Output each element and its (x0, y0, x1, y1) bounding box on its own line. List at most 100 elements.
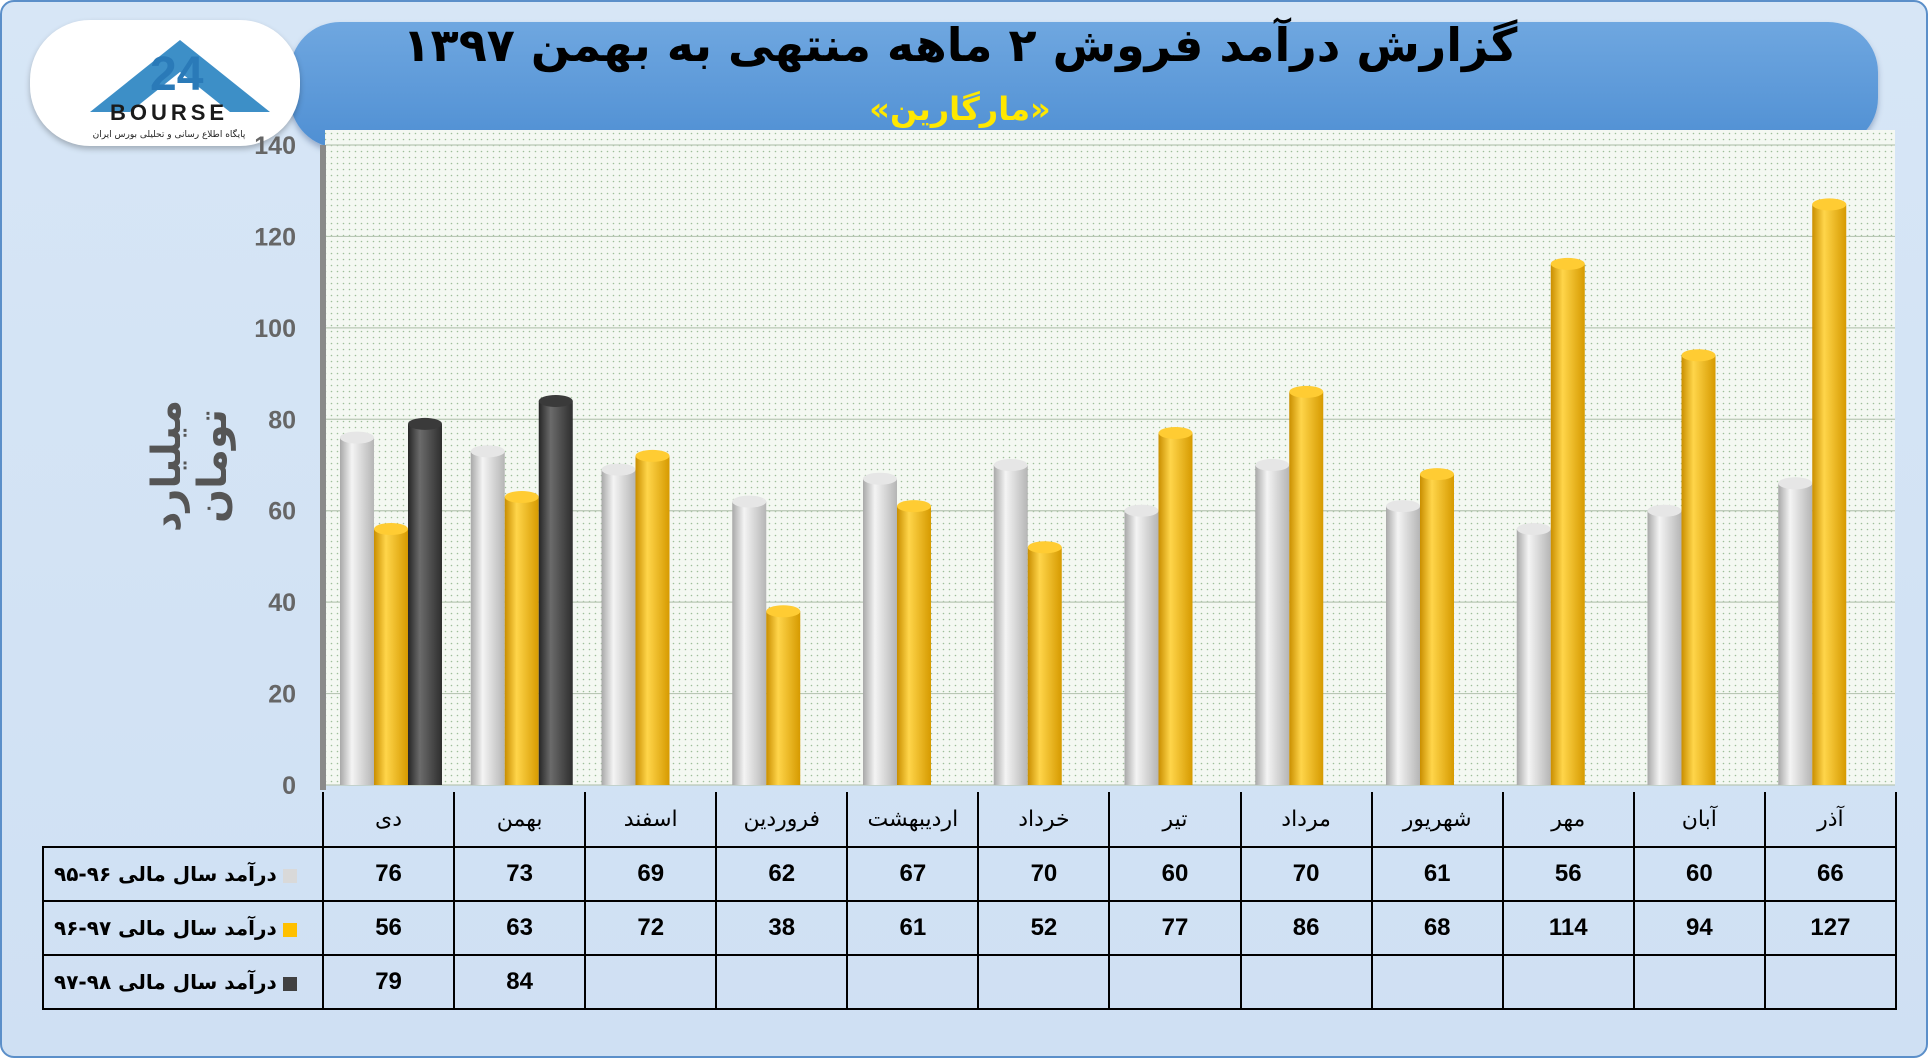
bar-cap (897, 500, 931, 513)
data-label: 60 (1108, 846, 1242, 902)
data-label: 63 (453, 900, 587, 956)
category-label: خرداد (977, 792, 1111, 848)
series-name: درآمد سال مالی ۹۷-۹۶ (42, 900, 324, 956)
data-label: 66 (1763, 846, 1897, 902)
bar-cap (1124, 504, 1159, 517)
bar-1 (601, 469, 636, 785)
bar-2 (1420, 474, 1454, 785)
bar-1 (340, 437, 374, 785)
data-label (584, 954, 718, 1010)
data-label (1370, 954, 1504, 1010)
bar-cap (1158, 427, 1193, 439)
category-label: بهمن (453, 792, 587, 848)
bar-2 (635, 455, 670, 785)
series-row: درآمد سال مالی ۹۶-۹۵ 76 73 69 62 67 70 60 70 61 56… (42, 846, 1897, 902)
data-label: 127 (1763, 900, 1897, 956)
data-label (1108, 954, 1242, 1010)
data-label: 73 (453, 846, 587, 902)
data-label (1501, 954, 1635, 1010)
bar-cap (340, 431, 374, 444)
data-label: 84 (453, 954, 587, 1010)
bar-cap (504, 491, 539, 503)
bar-1 (1516, 529, 1551, 785)
bar-1 (1647, 510, 1682, 785)
data-label (1763, 954, 1897, 1010)
category-label: اردیبهشت (846, 792, 980, 848)
data-label: 77 (1108, 900, 1242, 956)
category-label: تیر (1108, 792, 1242, 848)
data-label: 69 (584, 846, 718, 902)
bar-2 (897, 506, 931, 785)
bar-cap (1386, 500, 1420, 513)
bar-cap (1647, 504, 1682, 517)
bar-2 (1812, 204, 1847, 785)
bar-cap (766, 605, 801, 618)
logo-tagline: پایگاه اطلاع رسانی و تحلیلی بورس ایران (92, 130, 246, 140)
bar-cap (993, 459, 1028, 471)
series-name: درآمد سال مالی ۹۸-۹۷ (42, 954, 324, 1010)
data-label (1239, 954, 1373, 1010)
bar-cap (1681, 349, 1716, 362)
y-axis-wall (320, 145, 326, 790)
y-tick-label: 0 (282, 772, 296, 800)
y-tick-label: 60 (268, 498, 296, 526)
data-label: 70 (977, 846, 1111, 902)
data-label: 114 (1501, 900, 1635, 956)
bar-1 (1124, 510, 1159, 785)
category-label: آذر (1763, 792, 1897, 848)
data-label: 70 (1239, 846, 1373, 902)
bar-cap (601, 463, 636, 476)
y-tick-label: 120 (254, 223, 296, 251)
category-label: دی (321, 792, 456, 848)
category-label: آبان (1632, 792, 1766, 848)
bar-2 (1550, 263, 1585, 785)
data-label: 62 (715, 846, 849, 902)
bar-2 (504, 497, 539, 785)
category-label: فروردین (715, 792, 849, 848)
bar-cap (1778, 477, 1813, 490)
category-label: اسفند (584, 792, 718, 848)
data-label: 76 (321, 846, 456, 902)
data-label (1632, 954, 1766, 1010)
data-label: 52 (977, 900, 1111, 956)
data-label: 79 (321, 954, 456, 1010)
bar-cap (538, 395, 573, 407)
category-label: مرداد (1239, 792, 1373, 848)
data-label: 72 (584, 900, 718, 956)
data-table: دی بهمن اسفند فروردین اردیبهشت خرداد تیر مرداد ش… (42, 792, 1897, 1010)
bar-3 (408, 423, 442, 785)
plot-area (325, 130, 1895, 785)
bar-1 (1386, 506, 1420, 785)
bar-cap (1420, 468, 1454, 481)
bar-1 (470, 451, 505, 785)
series-name: درآمد سال مالی ۹۶-۹۵ (42, 846, 324, 902)
data-label (846, 954, 980, 1010)
legend-label: درآمد سال مالی ۹۸-۹۷ (54, 970, 277, 994)
bar-2 (1289, 391, 1324, 785)
legend-label: درآمد سال مالی ۹۶-۹۵ (54, 862, 277, 886)
data-label: 61 (1370, 846, 1504, 902)
bar-cap (470, 445, 505, 458)
bar-cap (1812, 198, 1847, 211)
bar-3 (538, 401, 573, 785)
category-label: مهر (1501, 792, 1635, 848)
bar-cap (635, 449, 670, 462)
logo-wordmark: BOURSE (109, 100, 229, 125)
bar-cap (1255, 459, 1290, 471)
bar-1 (1778, 483, 1813, 785)
bar-1 (1255, 465, 1290, 785)
series-row: درآمد سال مالی ۹۷-۹۶ 56 63 72 38 61 52 77 86 68 11… (42, 900, 1897, 956)
legend-swatch (282, 868, 297, 883)
category-label: شهریور (1370, 792, 1504, 848)
bar-cap (1289, 385, 1324, 398)
y-tick-label: 20 (268, 681, 296, 709)
data-label: 60 (1632, 846, 1766, 902)
data-label: 68 (1370, 900, 1504, 956)
data-label: 86 (1239, 900, 1373, 956)
bar-2 (1158, 433, 1193, 785)
data-label (977, 954, 1111, 1010)
data-label: 67 (846, 846, 980, 902)
logo: 24 BOURSE پایگاه اطلاع رسانی و تحلیلی بو… (30, 20, 300, 146)
y-tick-label: 80 (268, 406, 296, 434)
chart-title: گزارش درآمد فروش ۲ ماهه منتهی به بهمن ۱۳… (402, 18, 1518, 72)
